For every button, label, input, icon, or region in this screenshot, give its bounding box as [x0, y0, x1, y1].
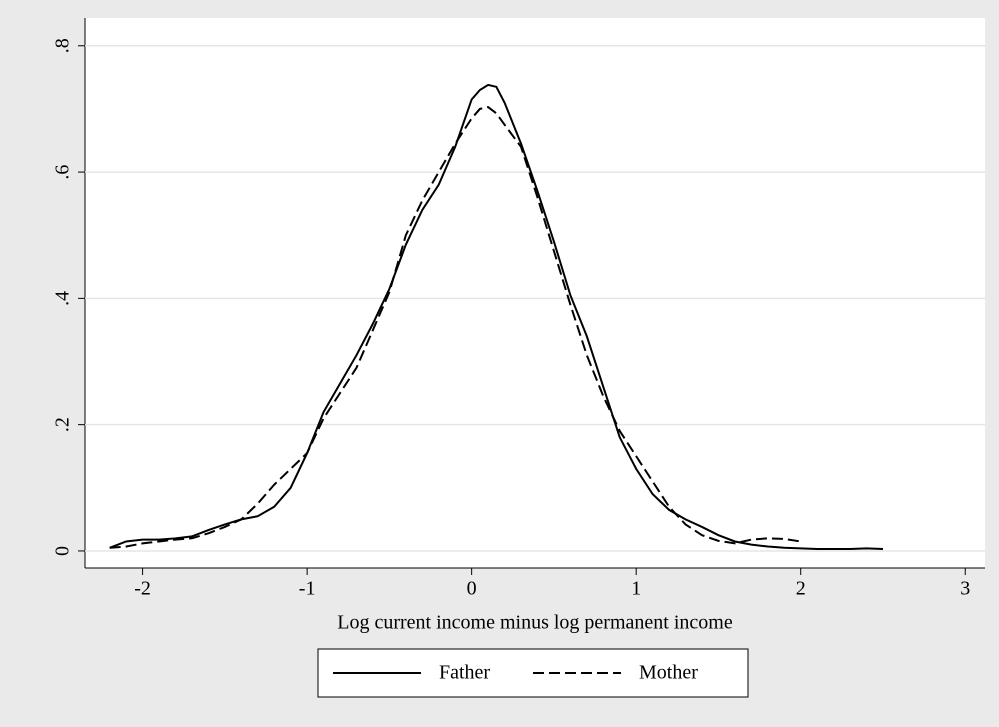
- y-tick-label: .4: [52, 291, 74, 306]
- y-tick-label: .2: [52, 417, 74, 432]
- x-tick-label: -2: [134, 578, 151, 600]
- x-tick-label: -1: [299, 578, 316, 600]
- y-tick-label: 0: [52, 546, 74, 556]
- legend-label: Mother: [639, 662, 698, 684]
- y-tick-label: .8: [52, 38, 74, 53]
- x-axis-title: Log current income minus log permanent i…: [337, 612, 733, 634]
- x-tick-label: 1: [631, 578, 641, 600]
- x-tick-label: 0: [467, 578, 477, 600]
- x-tick-label: 2: [796, 578, 806, 600]
- density-line: [109, 83, 884, 551]
- y-tick-label: .6: [52, 165, 74, 180]
- plot-area: [85, 18, 985, 568]
- legend-label: Father: [439, 662, 490, 684]
- x-tick-label: 3: [960, 578, 970, 600]
